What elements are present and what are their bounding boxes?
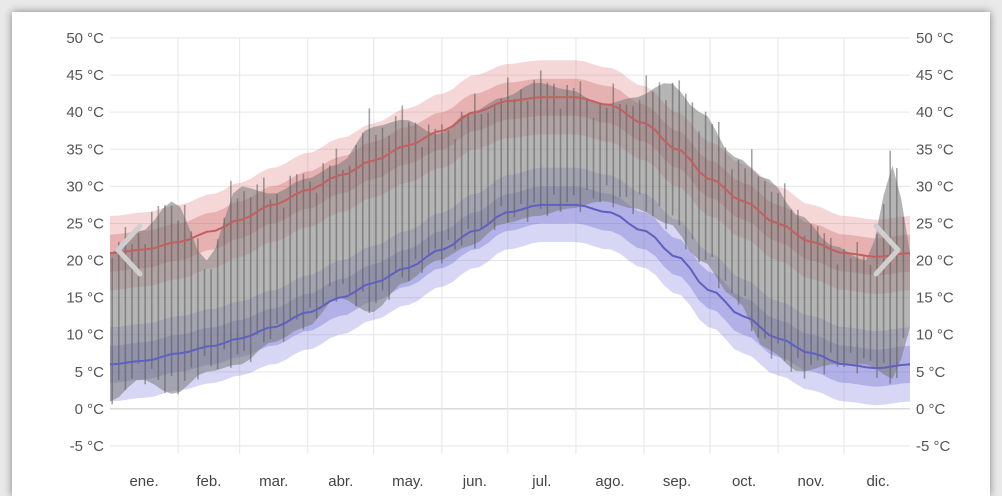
y-tick-label-left: 50 °C (66, 30, 104, 47)
observed-range (110, 70, 910, 405)
y-tick-label-left: 5 °C (75, 364, 105, 381)
y-tick-label-left: 20 °C (66, 253, 104, 270)
y-tick-label-left: 40 °C (66, 104, 104, 121)
y-tick-label-right: 25 °C (916, 215, 954, 232)
y-tick-label-left: 30 °C (66, 178, 104, 195)
y-tick-label-right: -5 °C (916, 438, 951, 455)
month-label: ene. (129, 473, 158, 490)
y-tick-label-left: -5 °C (70, 438, 105, 455)
month-label: mar. (259, 473, 288, 490)
average-lines (109, 96, 911, 370)
y-tick-label-right: 0 °C (916, 401, 946, 418)
y-tick-label-left: 45 °C (66, 67, 104, 84)
y-tick-label-right: 15 °C (916, 290, 954, 307)
month-label: ago. (595, 473, 624, 490)
avg-low-line (109, 203, 911, 370)
avg-high-line (109, 96, 911, 258)
month-label: feb. (196, 473, 221, 490)
y-tick-label-left: 0 °C (75, 401, 105, 418)
y-tick-label-right: 40 °C (916, 104, 954, 121)
navigation (108, 218, 908, 282)
month-label: oct. (732, 473, 756, 490)
y-tick-label-left: 15 °C (66, 290, 104, 307)
month-label: dic. (866, 473, 889, 490)
chevron-left-icon[interactable] (108, 218, 146, 282)
y-tick-label-right: 20 °C (916, 253, 954, 270)
y-tick-label-left: 25 °C (66, 215, 104, 232)
y-tick-label-right: 10 °C (916, 327, 954, 344)
observed-range-area (110, 82, 910, 402)
month-label: abr. (328, 473, 353, 490)
y-tick-label-right: 35 °C (916, 141, 954, 158)
y-tick-label-left: 35 °C (66, 141, 104, 158)
month-label: nov. (797, 473, 824, 490)
y-tick-label-right: 5 °C (916, 364, 946, 381)
y-tick-label-right: 50 °C (916, 30, 954, 47)
month-label: jul. (531, 473, 551, 490)
y-tick-label-right: 30 °C (916, 178, 954, 195)
y-tick-label-right: 45 °C (916, 67, 954, 84)
month-label: sep. (663, 473, 691, 490)
temperature-chart: 50 °C 50 °C 45 °C 45 °C 40 °C 40 °C 35 °C 35 °C… (66, 30, 954, 490)
low-band-outer (110, 167, 910, 406)
y-tick-label-left: 10 °C (66, 327, 104, 344)
chart-frame: 50 °C 50 °C 45 °C 45 °C 40 °C 40 °C 35 °C 35 °C… (12, 12, 990, 496)
chevron-right-icon[interactable] (870, 218, 908, 282)
month-label: may. (392, 473, 423, 490)
month-label: jun. (462, 473, 487, 490)
axis-labels: 50 °C 50 °C 45 °C 45 °C 40 °C 40 °C 35 °C 35 °C… (66, 30, 954, 490)
